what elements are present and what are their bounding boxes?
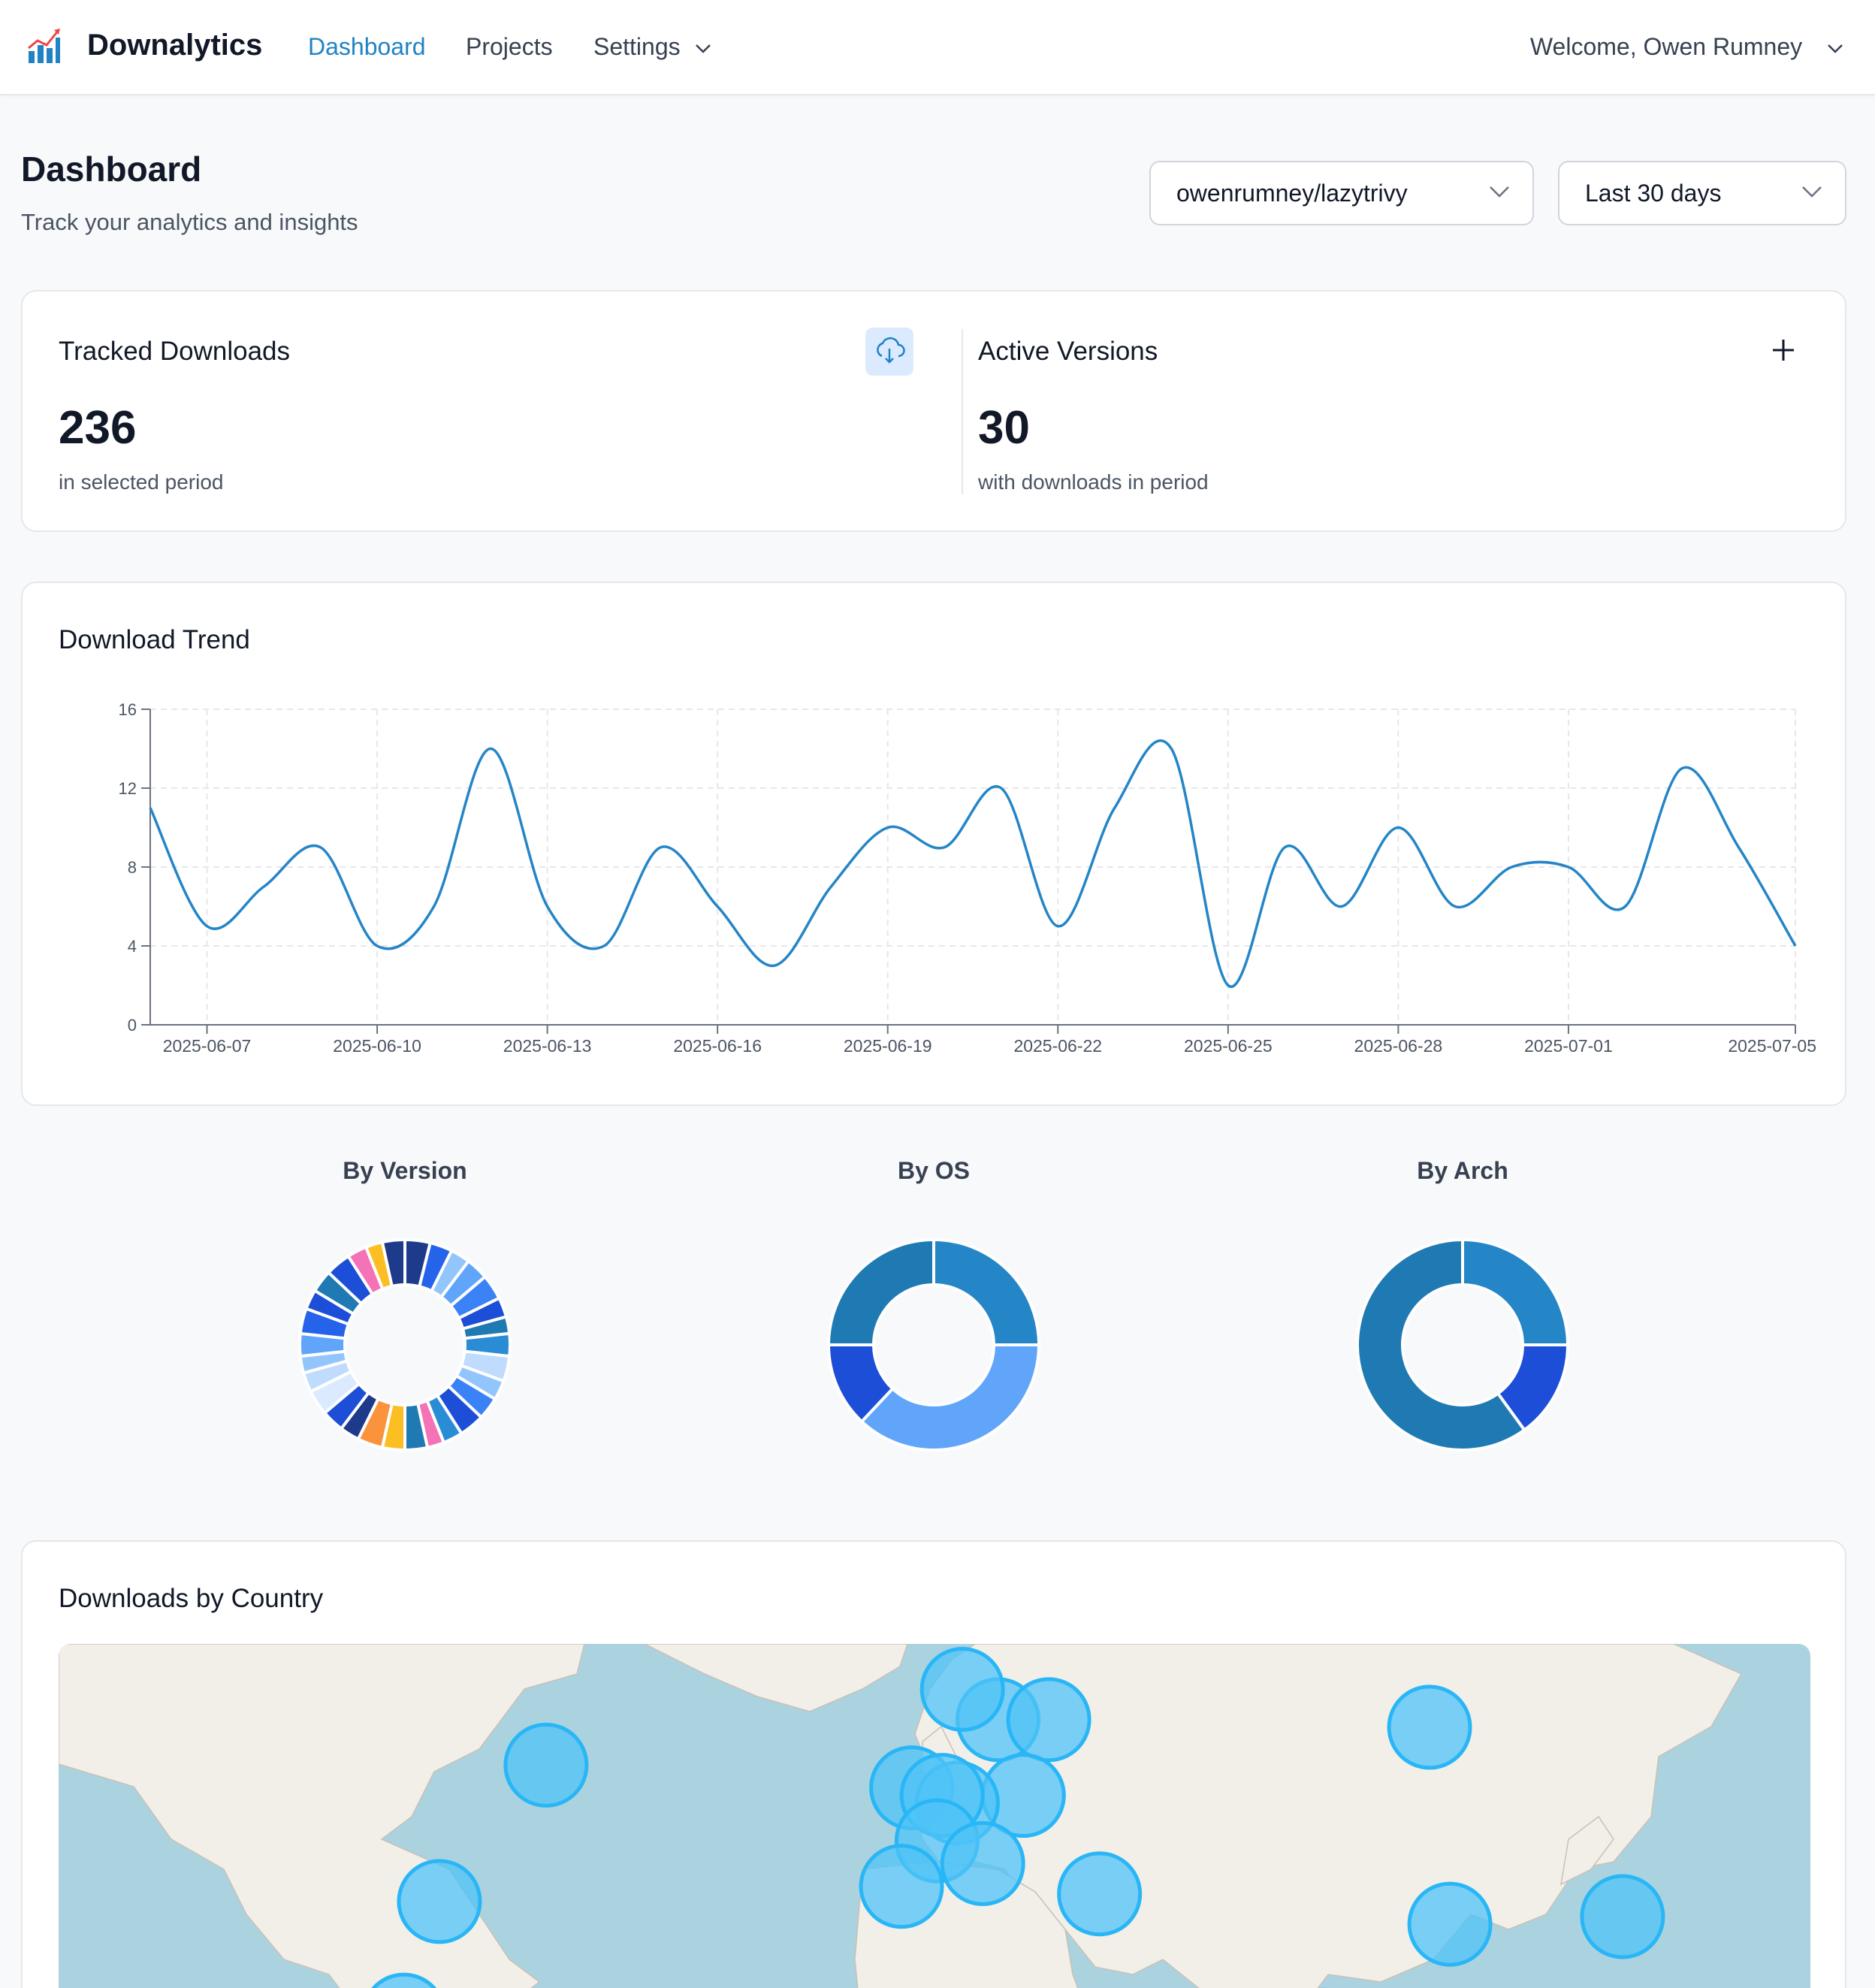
by-os-donut: [826, 1237, 1041, 1452]
top-navbar: Downalytics Dashboard Projects Settings …: [0, 0, 1875, 95]
download-trend-title: Download Trend: [59, 625, 250, 654]
download-cloud-icon-box: [865, 328, 913, 376]
donut-slice: [932, 1237, 1041, 1346]
date-range-value: Last 30 days: [1585, 180, 1722, 207]
y-tick-label: 16: [119, 700, 137, 719]
page-subtitle: Track your analytics and insights: [21, 209, 358, 235]
y-tick-label: 4: [128, 937, 137, 956]
country-marker: [1387, 1684, 1472, 1770]
x-tick-label: 2025-06-13: [503, 1036, 592, 1056]
downloads-by-country-title: Downloads by Country: [59, 1584, 324, 1613]
country-marker: [1006, 1677, 1091, 1763]
plus-icon[interactable]: [1770, 337, 1797, 364]
tracked-downloads-value: 236: [59, 402, 137, 454]
chevron-down-icon: [1802, 186, 1822, 198]
land-greenland: [644, 1644, 908, 1712]
donut-slice: [1461, 1237, 1570, 1346]
nav-projects[interactable]: Projects: [466, 33, 553, 60]
x-tick-label: 2025-06-19: [844, 1036, 932, 1056]
project-select-value: owenrumney/lazytrivy: [1176, 180, 1408, 207]
x-tick-label: 2025-06-28: [1354, 1036, 1443, 1056]
x-tick-label: 2025-07-05: [1728, 1036, 1816, 1056]
country-marker: [859, 1844, 944, 1929]
nav-settings[interactable]: Settings: [593, 33, 711, 61]
nav-dashboard[interactable]: Dashboard: [308, 33, 426, 60]
country-marker: [397, 1859, 482, 1944]
by-version-title: By Version: [343, 1157, 467, 1184]
y-tick-label: 0: [128, 1016, 137, 1035]
active-versions-value: 30: [978, 402, 1030, 454]
country-marker: [919, 1647, 1005, 1732]
donut-slice: [826, 1237, 935, 1346]
project-select[interactable]: owenrumney/lazytrivy: [1149, 161, 1534, 225]
x-tick-label: 2025-07-01: [1524, 1036, 1613, 1056]
x-tick-label: 2025-06-10: [333, 1036, 421, 1056]
welcome-text: Welcome, Owen Rumney: [1529, 33, 1803, 60]
download-cloud-icon: [877, 337, 905, 364]
y-tick-label: 8: [128, 858, 137, 877]
downloads-by-country-card: Downloads by Country: [21, 1540, 1846, 1988]
chevron-down-icon: [1828, 44, 1843, 53]
land-japan: [1560, 1815, 1614, 1886]
user-menu[interactable]: Welcome, Owen Rumney: [1530, 33, 1843, 61]
donut-slice: [380, 1237, 406, 1289]
active-versions-title: Active Versions: [978, 337, 1158, 366]
country-marker: [1407, 1881, 1493, 1967]
chart-grid: [150, 708, 1796, 1026]
tracked-downloads-title: Tracked Downloads: [59, 337, 291, 366]
trend-series-line: [149, 739, 1797, 988]
donut-slice: [1356, 1237, 1527, 1452]
download-trend-card: Download Trend 0 4 8 12 16 2025-06-07 2025-06-…: [21, 582, 1846, 1106]
y-tick-label: 12: [119, 779, 137, 798]
tracked-downloads-sub: in selected period: [59, 470, 224, 494]
by-version-donut: [298, 1237, 512, 1452]
donut-slice: [859, 1343, 1041, 1452]
download-trend-chart: 0 4 8 12 16 2025-06-07 2025-06-10 2025-06-13 202…: [119, 700, 1816, 1056]
by-arch-title: By Arch: [1417, 1157, 1508, 1184]
country-marker: [940, 1820, 1025, 1906]
country-marker: [1580, 1874, 1665, 1959]
x-tick-label: 2025-06-25: [1184, 1036, 1273, 1056]
date-range-select[interactable]: Last 30 days: [1558, 161, 1846, 225]
by-os-title: By OS: [897, 1157, 971, 1184]
by-arch-donut: [1356, 1237, 1570, 1452]
map-markers: [371, 1647, 1665, 1988]
country-marker: [371, 1972, 437, 1988]
x-tick-label: 2025-06-22: [1013, 1036, 1102, 1056]
x-tick-label: 2025-06-16: [673, 1036, 762, 1056]
x-tick-label: 2025-06-07: [163, 1036, 252, 1056]
stats-card: Tracked Downloads 236 in selected period…: [21, 290, 1846, 532]
chevron-down-icon: [695, 44, 711, 53]
world-map[interactable]: [59, 1644, 1810, 1988]
logo-chart-icon[interactable]: [27, 27, 62, 65]
country-marker: [503, 1722, 589, 1808]
page-title: Dashboard: [21, 150, 202, 189]
stats-divider: [962, 329, 963, 494]
country-marker: [1057, 1851, 1143, 1937]
nav-settings-label: Settings: [593, 33, 681, 60]
chevron-down-icon: [1490, 186, 1509, 198]
brand-name[interactable]: Downalytics: [87, 29, 263, 62]
active-versions-sub: with downloads in period: [978, 470, 1209, 494]
